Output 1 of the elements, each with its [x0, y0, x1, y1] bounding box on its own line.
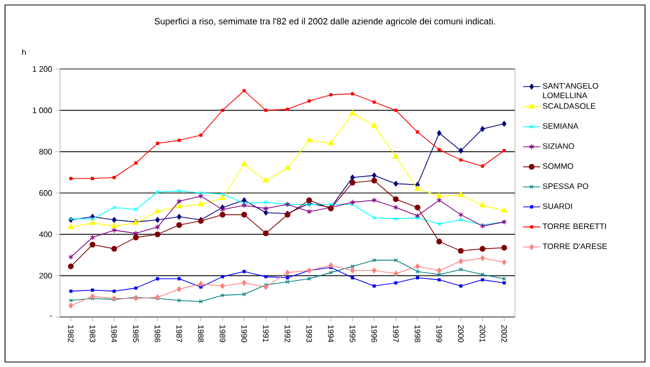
chart-title: Superfici a riso, semimate tra l'82 ed il 2002 dalle aziende agricole dei comuni indicati. [154, 18, 495, 26]
